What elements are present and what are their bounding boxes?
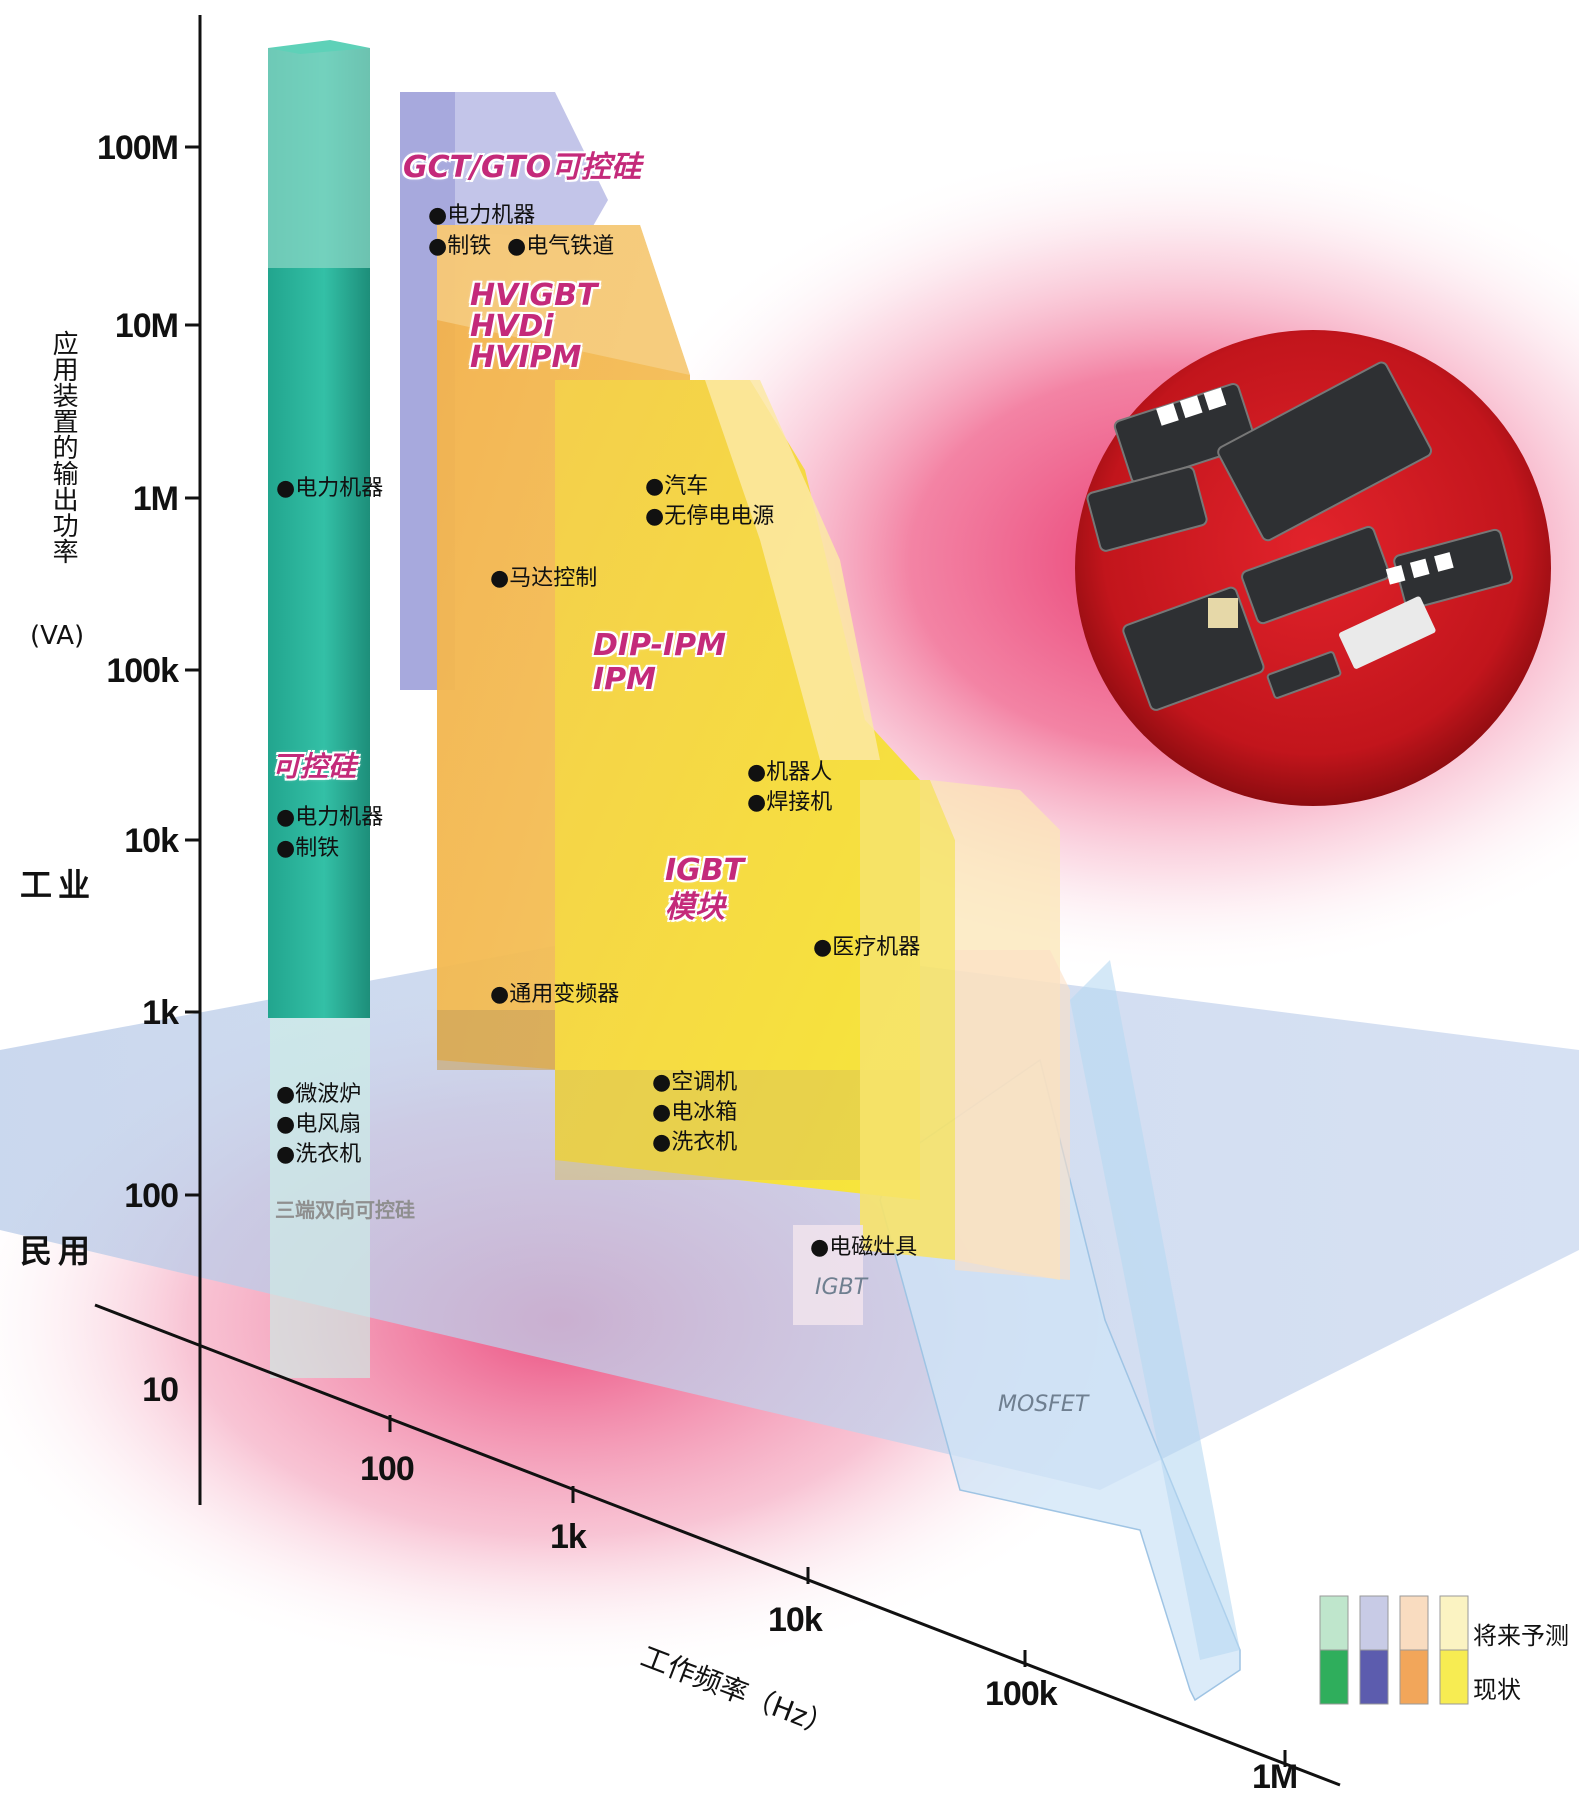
x-tick-1M: 1M xyxy=(1252,1758,1298,1796)
app-thyristor-washer: ●洗衣机 xyxy=(276,1142,362,1167)
category-dip-ipm: DIP-IPM xyxy=(593,628,726,663)
x-tick-10k: 10k xyxy=(768,1601,823,1639)
legend-current-swatch xyxy=(1439,1649,1469,1705)
app-ipm-washer: ●洗衣机 xyxy=(652,1130,738,1155)
app-hv-motor: ●马达控制 xyxy=(490,566,598,591)
category-hvigbt: HVIGBT xyxy=(470,278,598,313)
x-tick-marks xyxy=(388,1415,1287,1767)
y-tick-100M: 100M xyxy=(96,129,179,167)
app-igbt-induction: ●电磁灶具 xyxy=(810,1235,918,1260)
legend-future-swatch xyxy=(1359,1595,1389,1651)
app-gct-railway: ●电气铁道 xyxy=(507,234,615,259)
igbt-module-block xyxy=(860,780,955,1260)
legend-future-swatch xyxy=(1319,1595,1349,1651)
ipm-block-band xyxy=(555,1070,920,1180)
thyristor-column-future-top xyxy=(268,48,370,268)
legend-current-swatch xyxy=(1359,1649,1389,1705)
category-ipm: IPM xyxy=(593,662,657,697)
y-axis-unit: (VA) xyxy=(30,621,85,651)
thyristor-column-future-low xyxy=(270,1018,370,1378)
app-thyristor-steel: ●制铁 xyxy=(276,836,340,861)
legend-swatches xyxy=(1319,1595,1469,1705)
y-axis-title-text: 应用装置的输出功率 xyxy=(48,330,79,564)
igbt-future-block-2 xyxy=(955,950,1070,1280)
legend-current-swatch xyxy=(1399,1649,1429,1705)
category-triac: 三端双向可控硅 xyxy=(275,1198,415,1222)
y-tick-100: 100 xyxy=(124,1177,179,1215)
y-tick-100k: 100k xyxy=(106,652,179,690)
legend-future-swatch xyxy=(1399,1595,1429,1651)
igbt-discrete-box xyxy=(793,1225,863,1325)
category-hvipm: HVIPM xyxy=(470,340,582,375)
ipm-block-future-side xyxy=(705,380,880,760)
category-igbt-module-2: 模块 xyxy=(665,890,725,925)
app-igbt-medical: ●医疗机器 xyxy=(813,935,921,960)
hv-block-future-top xyxy=(437,225,690,375)
thyristor-column-top xyxy=(268,40,370,54)
group-consumer: 民用 xyxy=(20,1232,97,1270)
app-ipm-ups: ●无停电电源 xyxy=(645,504,775,529)
app-igbt-robot: ●机器人 xyxy=(747,760,833,785)
app-ipm-car: ●汽车 xyxy=(645,474,709,499)
legend-future: 将来予测 xyxy=(1473,1622,1569,1650)
app-thyristor-power-1: ●电力机器 xyxy=(276,476,384,501)
category-igbt-module-1: IGBT xyxy=(665,853,745,888)
app-thyristor-microwave: ●微波炉 xyxy=(276,1082,362,1107)
y-tick-10k: 10k xyxy=(124,822,179,860)
category-mosfet: MOSFET xyxy=(998,1392,1089,1417)
y-axis-title: 应用装置的输出功率 xyxy=(46,330,80,571)
legend-current-swatch xyxy=(1319,1649,1349,1705)
y-tick-10M: 10M xyxy=(114,307,179,345)
x-tick-100: 100 xyxy=(360,1450,415,1488)
app-gct-power: ●电力机器 xyxy=(428,203,536,228)
x-tick-100k: 100k xyxy=(985,1675,1058,1713)
y-tick-marks xyxy=(185,145,200,1197)
legend-future-swatch xyxy=(1439,1595,1469,1651)
category-thyristor: 可控硅 xyxy=(272,750,357,783)
category-gct-gto: GCT/GTO可控硅 xyxy=(403,150,642,185)
app-ipm-ac: ●空调机 xyxy=(652,1070,738,1095)
y-tick-10: 10 xyxy=(142,1371,179,1409)
app-igbt-welder: ●焊接机 xyxy=(747,790,833,815)
app-thyristor-fan: ●电风扇 xyxy=(276,1112,362,1137)
app-thyristor-power-2: ●电力机器 xyxy=(276,805,384,830)
app-gct-steel: ●制铁 xyxy=(428,234,492,259)
boundary-plane xyxy=(0,930,1579,1490)
x-tick-1k: 1k xyxy=(550,1518,587,1556)
x-axis-line xyxy=(94,1303,1341,1787)
app-hv-inverter: ●通用变频器 xyxy=(490,982,620,1007)
category-igbt-discrete: IGBT xyxy=(815,1275,868,1300)
app-ipm-fridge: ●电冰箱 xyxy=(652,1100,738,1125)
y-tick-1M: 1M xyxy=(132,480,179,518)
y-tick-1k: 1k xyxy=(142,994,179,1032)
mosfet-band-edge xyxy=(1070,960,1240,1660)
group-industrial: 工业 xyxy=(20,866,97,904)
legend-current: 现状 xyxy=(1473,1676,1521,1704)
power-module-photo xyxy=(1075,330,1551,806)
category-hvdi: HVDi xyxy=(470,309,554,344)
